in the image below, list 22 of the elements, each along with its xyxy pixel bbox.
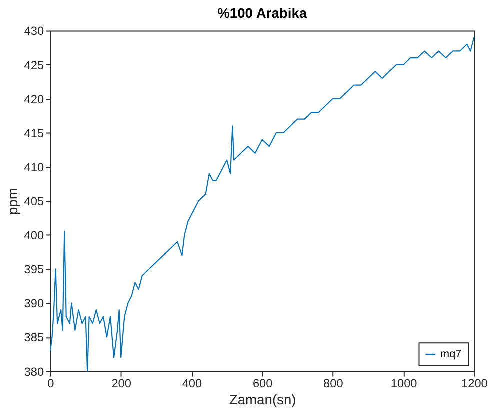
x-tick-label: 0 (48, 376, 55, 391)
x-axis-title: Zaman(sn) (229, 391, 296, 408)
y-tick-label: 405 (24, 194, 44, 209)
y-tick-label: 385 (24, 330, 44, 345)
y-tick-label: 420 (24, 92, 44, 106)
y-tick-label: 410 (24, 160, 44, 174)
y-tick-label: 395 (24, 262, 44, 277)
y-tick-label: 390 (24, 296, 44, 311)
legend-label: mq7 (440, 348, 462, 360)
x-tick-label: 800 (324, 376, 344, 391)
x-tick-label: 1200 (461, 376, 488, 391)
y-tick-label: 425 (24, 58, 44, 72)
x-tick-label: 1000 (390, 376, 418, 391)
x-tick-label: 600 (252, 376, 274, 391)
y-tick-label: 400 (24, 228, 44, 243)
y-tick-label: 380 (24, 364, 44, 379)
y-tick-label: 430 (24, 24, 44, 38)
y-axis-title: ppm (4, 188, 20, 216)
x-tick-label: 400 (182, 376, 203, 391)
x-tick-label: 200 (112, 376, 132, 391)
y-tick-label: 415 (24, 126, 44, 140)
chart-title: %100 Arabika (218, 4, 308, 21)
